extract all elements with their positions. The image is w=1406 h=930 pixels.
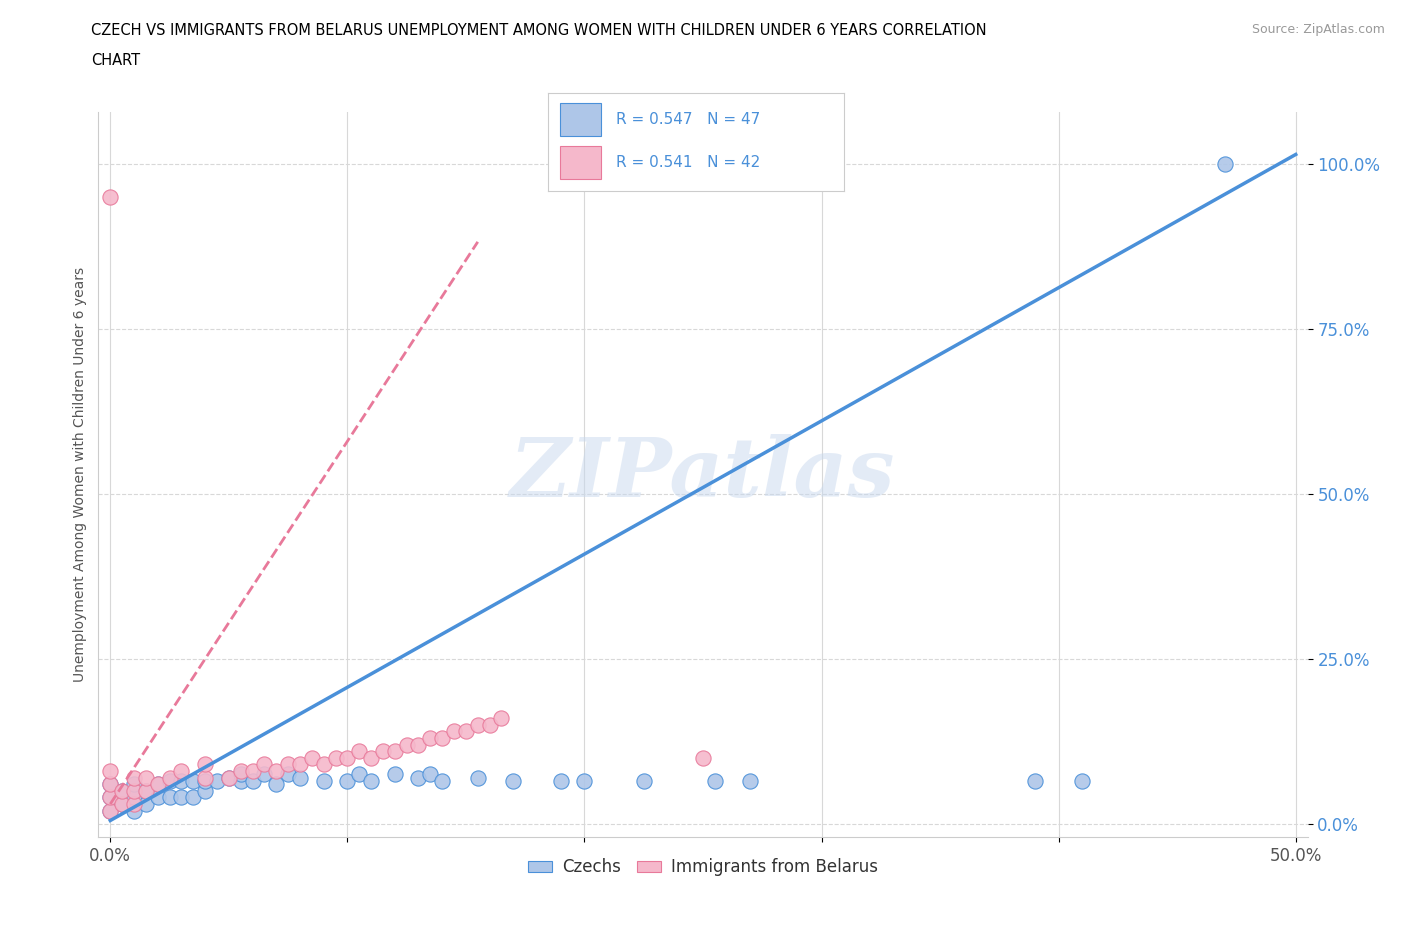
Point (491, 711, 513, 725)
Point (408, 737, 430, 752)
Point (633, 774, 655, 789)
Point (181, 790, 204, 804)
Point (229, 774, 252, 789)
Point (264, 777, 287, 791)
Point (1213, 157, 1236, 172)
Point (242, 774, 264, 789)
Point (312, 757, 335, 772)
Point (111, 783, 134, 798)
Point (467, 770, 489, 785)
Point (264, 764, 287, 778)
Text: R = 0.541   N = 42: R = 0.541 N = 42 (616, 154, 761, 170)
Point (253, 757, 276, 772)
Point (229, 764, 252, 778)
Point (347, 744, 370, 759)
Point (194, 783, 217, 798)
Point (194, 774, 217, 789)
Bar (560, 146, 602, 179)
Point (122, 790, 145, 804)
Point (408, 770, 430, 785)
Point (111, 783, 134, 798)
Text: Source: ZipAtlas.com: Source: ZipAtlas.com (1251, 23, 1385, 36)
Point (1071, 774, 1094, 789)
Point (384, 767, 406, 782)
Point (205, 774, 228, 789)
Point (550, 774, 572, 789)
Point (277, 757, 299, 772)
Point (122, 777, 145, 791)
Point (347, 767, 370, 782)
Point (1024, 774, 1046, 789)
Bar (560, 103, 602, 136)
Point (288, 757, 311, 772)
Legend: Czechs, Immigrants from Belarus: Czechs, Immigrants from Belarus (522, 852, 884, 883)
Point (98, 790, 121, 804)
Point (419, 767, 441, 782)
Point (277, 767, 299, 782)
Point (98, 790, 121, 804)
Point (98, 804, 121, 818)
Point (170, 764, 193, 778)
Point (194, 770, 217, 785)
Point (111, 797, 134, 812)
Point (98, 190, 121, 205)
Point (467, 717, 489, 732)
Point (253, 767, 276, 782)
Point (360, 751, 382, 765)
Point (170, 774, 193, 789)
Point (692, 751, 714, 765)
Point (336, 774, 359, 789)
Point (146, 777, 169, 791)
Point (194, 757, 217, 772)
Point (312, 774, 335, 789)
Point (478, 717, 501, 732)
Point (159, 770, 181, 785)
Point (432, 774, 454, 789)
Point (122, 783, 145, 798)
Point (336, 751, 359, 765)
Point (371, 744, 394, 759)
Point (122, 797, 145, 812)
Point (740, 774, 762, 789)
Point (135, 783, 157, 798)
Point (301, 751, 323, 765)
Point (218, 770, 240, 785)
Point (454, 724, 477, 739)
Point (111, 797, 134, 812)
Point (703, 774, 725, 789)
Point (98, 804, 121, 818)
Point (574, 774, 596, 789)
Point (122, 770, 145, 785)
Point (419, 731, 441, 746)
Text: R = 0.547   N = 47: R = 0.547 N = 47 (616, 112, 761, 126)
Y-axis label: Unemployment Among Women with Children Under 6 years: Unemployment Among Women with Children U… (73, 267, 87, 682)
Point (146, 777, 169, 791)
Point (135, 770, 157, 785)
Point (229, 767, 252, 782)
Point (122, 804, 145, 818)
Point (502, 774, 524, 789)
Point (218, 770, 240, 785)
Point (98, 777, 121, 791)
Point (146, 790, 169, 804)
Point (325, 751, 347, 765)
Point (170, 790, 193, 804)
Point (159, 774, 181, 789)
Point (181, 774, 204, 789)
Point (360, 774, 382, 789)
Text: ZIPatlas: ZIPatlas (510, 434, 896, 514)
Point (98, 764, 121, 778)
Point (159, 790, 181, 804)
Point (242, 764, 264, 778)
Point (135, 783, 157, 798)
Point (443, 724, 465, 739)
Point (98, 777, 121, 791)
Point (432, 731, 454, 746)
Point (288, 770, 311, 785)
Point (384, 744, 406, 759)
Text: CZECH VS IMMIGRANTS FROM BELARUS UNEMPLOYMENT AMONG WOMEN WITH CHILDREN UNDER 6 : CZECH VS IMMIGRANTS FROM BELARUS UNEMPLO… (91, 23, 987, 38)
Point (135, 797, 157, 812)
Point (395, 737, 418, 752)
Text: CHART: CHART (91, 53, 141, 68)
